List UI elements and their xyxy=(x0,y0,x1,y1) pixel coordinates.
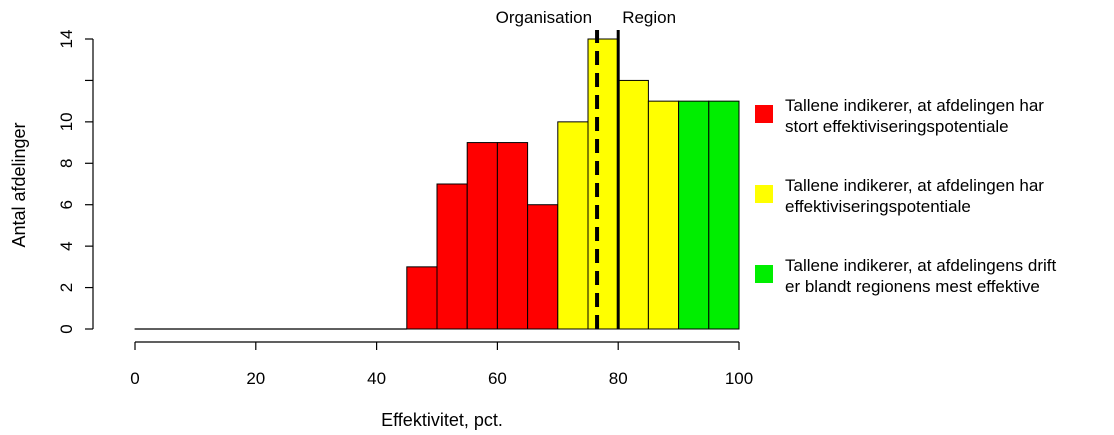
legend-swatch-red xyxy=(755,105,773,123)
histogram-bar xyxy=(617,79,649,330)
histogram-bar xyxy=(678,100,710,330)
reference-lines: Organisation Region xyxy=(496,8,676,329)
y-tick-label: 6 xyxy=(57,200,76,209)
x-tick-label: 0 xyxy=(130,369,139,388)
y-axis: 0 2 4 6 8 10 14 xyxy=(57,30,94,334)
x-tick-label: 80 xyxy=(609,369,628,388)
legend-item-potential: Tallene indikerer, at afdelingen har eff… xyxy=(755,175,1100,255)
histogram-bar xyxy=(527,204,559,330)
legend-label-line: Tallene indikerer, at afdelingen har xyxy=(785,96,1044,115)
x-axis: 0 20 40 60 80 100 xyxy=(130,341,753,388)
legend-label: Tallene indikerer, at afdelingen har eff… xyxy=(785,175,1044,217)
legend-label-line: effektiviseringspotentiale xyxy=(785,197,971,216)
y-tick-label: 2 xyxy=(57,283,76,292)
legend-label-line: er blandt regionens mest effektive xyxy=(785,277,1040,296)
histogram-bars xyxy=(134,38,740,330)
y-tick-label: 0 xyxy=(57,324,76,333)
legend-swatch-yellow xyxy=(755,185,773,203)
y-tick-label: 4 xyxy=(57,241,76,250)
legend-label: Tallene indikerer, at afdelingens drift … xyxy=(785,255,1056,297)
histogram-bar xyxy=(436,183,468,330)
legend-label-line: stort effektiviseringspotentiale xyxy=(785,117,1009,136)
y-tick-label: 8 xyxy=(57,159,76,168)
y-axis-title: Antal afdelinger xyxy=(9,122,29,247)
legend-label-line: Tallene indikerer, at afdelingens drift xyxy=(785,256,1057,275)
x-axis-title: Effektivitet, pct. xyxy=(381,410,503,430)
histogram-bar xyxy=(708,100,740,330)
legend-item-most-efficient: Tallene indikerer, at afdelingens drift … xyxy=(755,255,1100,335)
x-tick-label: 60 xyxy=(488,369,507,388)
histogram-bar xyxy=(496,142,529,330)
histogram-bar xyxy=(587,38,619,330)
y-tick-label: 14 xyxy=(57,30,76,49)
x-tick-label: 100 xyxy=(725,369,753,388)
legend-item-large-potential: Tallene indikerer, at afdelingen har sto… xyxy=(755,95,1100,175)
reference-line-label: Organisation xyxy=(496,8,592,27)
x-tick-label: 40 xyxy=(367,369,386,388)
x-tick-label: 20 xyxy=(246,369,265,388)
histogram-bar xyxy=(557,121,589,330)
legend-label: Tallene indikerer, at afdelingen har sto… xyxy=(785,95,1044,137)
legend-swatch-green xyxy=(755,265,773,283)
reference-line-label: Region xyxy=(622,8,676,27)
histogram-bar xyxy=(406,266,438,330)
legend-label-line: Tallene indikerer, at afdelingen har xyxy=(785,176,1044,195)
histogram-bar xyxy=(647,100,680,330)
y-tick-label: 10 xyxy=(57,112,76,131)
legend: Tallene indikerer, at afdelingen har sto… xyxy=(755,95,1100,335)
histogram-bar xyxy=(466,142,498,330)
